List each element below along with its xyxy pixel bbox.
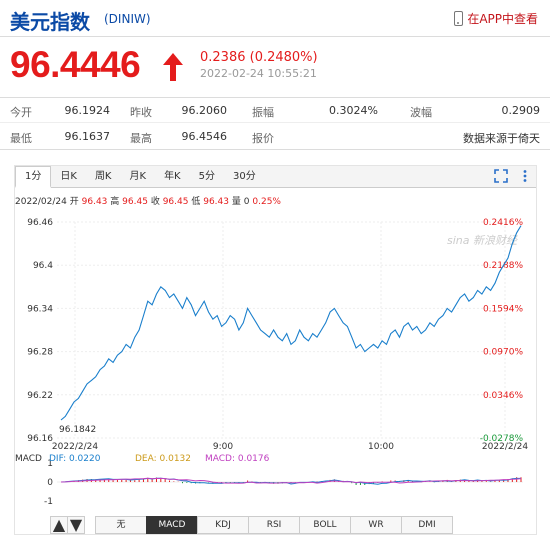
y-tick-left-0: 96.46 (27, 218, 53, 228)
y-tick-left-3: 96.28 (27, 348, 53, 358)
period-tab-4[interactable]: 年K (164, 171, 181, 182)
macd-dea: DEA: 0.0132 (135, 454, 191, 464)
low-value: 96.1637 (64, 130, 111, 143)
y-tick-right-0: 0.2416% (483, 218, 523, 228)
price-line-chart: 96.46 0.2416%96.4 0.2188%96.34 0.1594%96.28… (15, 218, 528, 507)
stats-top-divider (0, 97, 550, 98)
y-tick-right-4: 0.0346% (483, 391, 523, 401)
info-close-value: 96.45 (162, 197, 189, 207)
indicator-tab-5[interactable]: WR (350, 516, 402, 534)
info-date: 2022/02/24 (15, 197, 67, 207)
amplitude-value: 0.3024% (329, 104, 378, 117)
open-value: 96.1924 (64, 104, 111, 117)
info-vol-value: 0 (243, 197, 250, 207)
info-vol-label: 量 (231, 197, 241, 207)
macd-label: MACD (15, 454, 42, 464)
macd-y-tick-0: 1 (47, 459, 53, 469)
open-in-app-button[interactable]: 在APP中查看 (454, 10, 538, 27)
price-change: 0.2386 (0.2480%) (200, 50, 318, 65)
amplitude-label: 振幅 (252, 106, 274, 119)
info-high-label: 高 (110, 197, 120, 207)
info-open-value: 96.43 (81, 197, 108, 207)
quote-source: 数据来源于倚天 (463, 132, 540, 145)
y-tick-right-5: -0.0278% (480, 434, 524, 444)
quote-label: 报价 (252, 132, 274, 145)
indicator-tab-4[interactable]: BOLL (299, 516, 351, 534)
quote-timestamp: 2022-02-24 10:55:21 (200, 67, 317, 80)
high-label: 最高 (130, 132, 152, 145)
indicator-tab-2[interactable]: KDJ (197, 516, 249, 534)
indicator-tab-6[interactable]: DMI (401, 516, 453, 534)
header-divider (0, 36, 550, 37)
prev-close-value: 96.2060 (181, 104, 228, 117)
info-low-label: 低 (191, 197, 201, 207)
info-open-label: 开 (69, 197, 79, 207)
y-tick-left-1: 96.4 (33, 261, 53, 271)
wave-label: 波幅 (410, 106, 432, 119)
y-tick-left-2: 96.34 (27, 304, 53, 314)
macd-macd: MACD: 0.0176 (205, 454, 270, 464)
indicator-tabs: 无 MACD KDJ RSI BOLL WR DMI (95, 516, 453, 534)
info-low-value: 96.43 (203, 197, 229, 207)
stats-bottom-divider (0, 149, 550, 150)
y-tick-left-4: 96.22 (27, 391, 53, 401)
chart-panel (14, 165, 537, 535)
macd-dea-line (60, 477, 522, 484)
arrow-up-icon (163, 53, 183, 81)
period-tab-bar (15, 166, 536, 188)
x-tick-3: 2022/2/24 (482, 442, 528, 452)
x-tick-0: 2022/2/24 (52, 442, 98, 452)
period-tab-2[interactable]: 周K (94, 171, 112, 182)
open-in-app-label: 在APP中查看 (467, 12, 538, 26)
indicator-nav: ▲ ▼ (50, 516, 85, 534)
y-tick-right-3: 0.0970% (483, 348, 523, 358)
period-tab-5[interactable]: 5分 (198, 171, 215, 182)
symbol-code: (DINIW) (104, 12, 151, 26)
x-tick-2: 10:00 (368, 442, 394, 452)
macd-dif: DIF: 0.0220 (49, 454, 101, 464)
stats-mid-divider (0, 122, 550, 123)
chart-watermark: sina 新浪财经 (447, 234, 518, 247)
y-tick-right-2: 0.1594% (483, 304, 523, 314)
macd-y-tick-1: 0 (47, 478, 53, 488)
ohlc-info-line: 2022/02/24 开 96.43 高 96.45 收 96.45 低 96.… (15, 194, 281, 207)
prev-indicator-button[interactable]: ▲ (50, 516, 68, 534)
info-high-value: 96.45 (122, 197, 148, 207)
period-tab-6[interactable]: 30分 (233, 171, 256, 182)
low-label: 最低 (10, 132, 32, 145)
page-title: 美元指数 (10, 10, 90, 34)
indicator-tab-0[interactable]: 无 (95, 516, 147, 534)
open-label: 今开 (10, 106, 32, 119)
indicator-tab-1[interactable]: MACD (146, 516, 198, 534)
prev-close-label: 昨收 (130, 106, 152, 119)
next-indicator-button[interactable]: ▼ (67, 516, 85, 534)
y-tick-left-5: 96.16 (27, 434, 53, 444)
period-tab-1[interactable]: 日K (60, 171, 77, 182)
x-tick-1: 9:00 (213, 442, 233, 452)
high-value: 96.4546 (181, 130, 228, 143)
period-tab-0[interactable]: 1分 (15, 166, 52, 188)
fullscreen-icon[interactable] (494, 169, 508, 183)
wave-value: 0.2909 (501, 104, 541, 117)
phone-icon (454, 11, 464, 26)
current-price: 96.4446 (10, 44, 141, 85)
price-series-line (60, 225, 522, 421)
info-pct-value: 0.25% (252, 197, 281, 207)
period-tab-3[interactable]: 月K (129, 171, 147, 182)
macd-y-tick-2: -1 (44, 497, 53, 507)
indicator-tab-3[interactable]: RSI (248, 516, 300, 534)
info-close-label: 收 (150, 197, 160, 207)
low-annotation: 96.1842 (59, 425, 96, 435)
period-tabs: 1分 日K 周K 月K 年K 5分 30分 (15, 166, 536, 188)
more-options-icon[interactable] (518, 169, 532, 183)
